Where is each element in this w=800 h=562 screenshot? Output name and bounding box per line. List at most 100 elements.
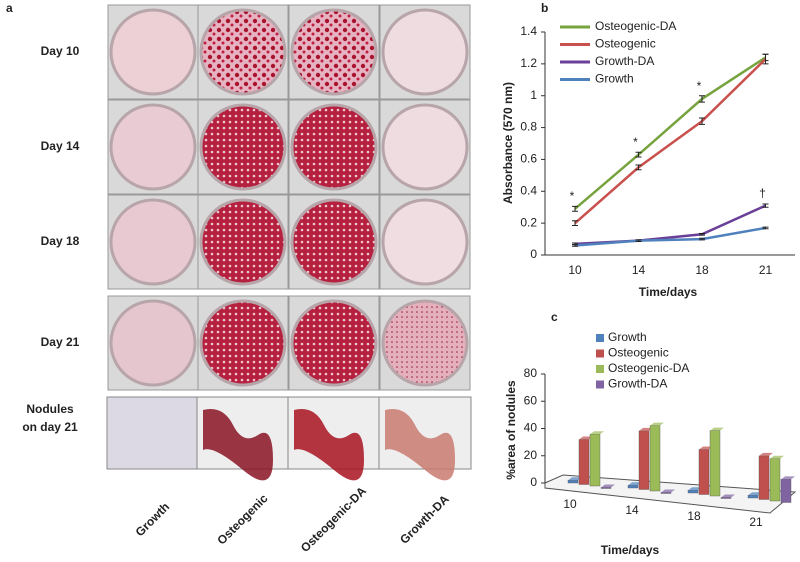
panel-letter: a xyxy=(6,1,13,15)
y-tick-label: 20 xyxy=(524,448,538,462)
well xyxy=(290,8,378,96)
bar-top xyxy=(781,476,795,480)
well xyxy=(199,198,287,286)
y-tick-label: 80 xyxy=(524,366,538,380)
row-label: Day 21 xyxy=(41,335,80,349)
nodule-stain xyxy=(385,409,455,481)
line xyxy=(574,56,767,210)
bar xyxy=(758,455,770,500)
annotation: * xyxy=(633,135,638,149)
legend-swatch xyxy=(596,349,604,358)
well xyxy=(381,8,469,96)
well xyxy=(381,299,469,387)
error-bar xyxy=(572,244,578,247)
bar xyxy=(589,434,601,487)
error-bar xyxy=(635,151,642,158)
legend-label: Osteogenic xyxy=(595,37,656,51)
x-tick-label: 14 xyxy=(632,263,646,277)
well xyxy=(109,198,197,286)
error-bar xyxy=(699,232,705,236)
bar-top xyxy=(721,494,735,498)
bar-top xyxy=(661,489,675,493)
panel-letter: c xyxy=(551,310,558,324)
charts: b 0 0.2 0.4 0.6 0.8 1 1.2 1.4 10 14 18 21 Time/days Ab… xyxy=(501,1,797,557)
error-bar xyxy=(572,205,578,212)
x-tick-label: 18 xyxy=(687,509,701,523)
x-tick-label: 10 xyxy=(568,263,582,277)
bar-top xyxy=(590,431,604,435)
line xyxy=(574,204,767,246)
x-tick-label: 10 xyxy=(563,497,577,511)
x-axis-title: Time/days xyxy=(639,285,698,299)
well xyxy=(290,299,378,387)
error-bar xyxy=(762,203,769,208)
annotation: * xyxy=(570,189,575,203)
legend-swatch xyxy=(596,365,604,373)
x-tick-label: 21 xyxy=(749,515,763,529)
bar-top xyxy=(579,436,593,440)
y-tick-label: 0.2 xyxy=(520,215,537,229)
x-tick-label: 14 xyxy=(625,503,639,517)
bar-top xyxy=(601,484,615,488)
bar xyxy=(720,497,732,499)
bar xyxy=(578,439,590,485)
error-bar xyxy=(699,95,705,103)
y-axis-title: Absorbance (570 nm) xyxy=(501,82,515,204)
bar xyxy=(600,487,612,489)
bar-top xyxy=(650,422,664,426)
well xyxy=(381,198,469,286)
legend-label: Growth xyxy=(608,330,647,344)
legend-label: Growth-DA xyxy=(608,377,667,391)
row-label: Day 10 xyxy=(41,44,80,58)
bar xyxy=(638,430,650,490)
nodule-image xyxy=(106,396,200,470)
row-label: Day 18 xyxy=(41,234,80,248)
x-axis-title: Time/days xyxy=(601,543,660,557)
legend-label: Osteogenic-DA xyxy=(595,19,676,33)
well xyxy=(381,103,469,191)
bar-top xyxy=(628,482,642,486)
y-tick-label: 0.6 xyxy=(520,152,537,166)
bar xyxy=(709,430,721,497)
y-axis-title: %area of nodules xyxy=(504,380,518,480)
well xyxy=(109,8,197,96)
bar-top xyxy=(748,492,762,496)
bar xyxy=(660,492,672,494)
bar-top xyxy=(568,477,582,481)
bar-top xyxy=(710,427,724,431)
well xyxy=(290,103,378,191)
annotation: † xyxy=(759,186,766,200)
bar xyxy=(747,495,759,499)
row-label: Day 14 xyxy=(41,139,80,153)
y-tick-label: 40 xyxy=(524,421,538,435)
bar xyxy=(567,480,579,484)
y-tick-label: 0.8 xyxy=(520,120,537,134)
bar-top xyxy=(759,452,773,456)
y-tick-label: 0.4 xyxy=(520,183,537,197)
x-tick-label: 18 xyxy=(695,263,709,277)
y-tick-label: 1.2 xyxy=(520,56,537,70)
bar xyxy=(780,479,792,503)
bar-top xyxy=(699,446,713,450)
error-bar xyxy=(635,164,642,171)
bar xyxy=(649,425,661,492)
panel-letter: b xyxy=(541,1,548,15)
column-label: Growth xyxy=(133,500,173,540)
y-tick-label: 0 xyxy=(530,475,537,489)
nodule-stain xyxy=(294,409,364,481)
error-bar xyxy=(635,239,642,242)
bar xyxy=(627,485,639,489)
error-bar xyxy=(762,53,769,65)
legend-label: Osteogenic xyxy=(608,346,669,360)
y-tick-label: 1 xyxy=(530,88,537,102)
well xyxy=(290,198,378,286)
row-label: Nodules on day 21 xyxy=(22,402,78,434)
column-label: Osteogenic-DA xyxy=(298,484,369,555)
well xyxy=(199,8,287,96)
error-bar xyxy=(699,237,705,241)
legend-label: Osteogenic-DA xyxy=(608,361,689,375)
column-label: Growth-DA xyxy=(397,492,452,547)
well xyxy=(109,103,197,191)
panel-a: a Day 10 Day 14 Day 18 Day 21 Nodules on day 2… xyxy=(6,1,472,555)
